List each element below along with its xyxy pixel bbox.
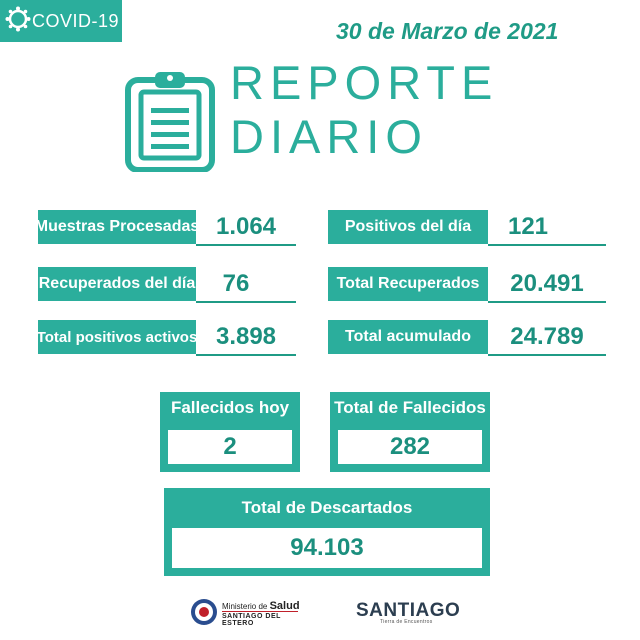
covid-badge: COVID-19 [0,0,122,42]
stat-acumulado: Total acumulado 24.789 [328,320,606,356]
underline [196,354,296,356]
stat-value: 20.491 [510,270,584,297]
stat-label: Positivos del día [328,210,488,244]
ministerio-divider [222,611,298,612]
stat-positivos-dia: Positivos del día 121 [328,210,606,246]
santiago-logo: SANTIAGO Tierra de Encuentros [356,600,461,625]
report-title: REPORTE DIARIO [230,56,498,164]
total-fallecidos-label: Total de Fallecidos [334,398,486,417]
stat-value: 3.898 [215,323,277,350]
stat-activos: Total positivos activos 3.898 [37,320,296,356]
ministerio-line-a: Ministerio de [222,602,268,611]
ministerio-logo: Ministerio de Salud SANTIAGO DEL ESTERO [190,596,310,630]
report-date: 30 de Marzo de 2021 [336,18,559,44]
total-fallecidos-value: 282 [338,430,482,464]
title-line-1: REPORTE [230,56,499,109]
fallecidos-hoy-value: 2 [168,430,292,464]
underline [488,301,606,303]
stat-value: 76 [222,270,250,297]
clipboard-icon [125,72,215,172]
stat-value: 24.789 [510,323,584,350]
stat-label: Recuperados del día [38,267,196,301]
stat-label: Total positivos activos [37,320,197,354]
ministerio-line-b: Salud [269,600,300,612]
stat-total-recuperados: Total Recuperados 20.491 [328,267,606,303]
stat-label: Total Recuperados [328,267,488,301]
ministerio-line-c: SANTIAGO DEL ESTERO [222,613,281,627]
virus-icon [5,6,31,32]
total-fallecidos-box: Total de Fallecidos 282 [330,392,490,472]
descartados-label: Total de Descartados [241,498,413,517]
stat-label: Total acumulado [328,320,488,354]
ministerio-seal-icon [191,599,217,625]
underline [196,301,296,303]
underline [196,244,296,246]
underline [488,354,606,356]
underline [488,244,606,246]
stat-value: 1.064 [215,213,277,240]
stat-muestras: Muestras Procesadas 1.064 [35,210,296,246]
stat-label: Muestras Procesadas [35,210,199,244]
badge-label: COVID-19 [32,11,120,31]
stat-recuperados-dia: Recuperados del día 76 [38,267,296,303]
title-line-2: DIARIO [230,110,428,163]
santiago-text: SANTIAGO [356,600,461,621]
santiago-subtitle: Tierra de Encuentros [380,619,433,625]
ministerio-text: Ministerio de Salud [222,600,300,612]
stat-value: 121 [507,213,549,240]
fallecidos-hoy-box: Fallecidos hoy 2 [160,392,300,472]
fallecidos-hoy-label: Fallecidos hoy [170,398,290,417]
descartados-value: 94.103 [172,528,482,568]
descartados-box: Total de Descartados 94.103 [164,488,490,576]
